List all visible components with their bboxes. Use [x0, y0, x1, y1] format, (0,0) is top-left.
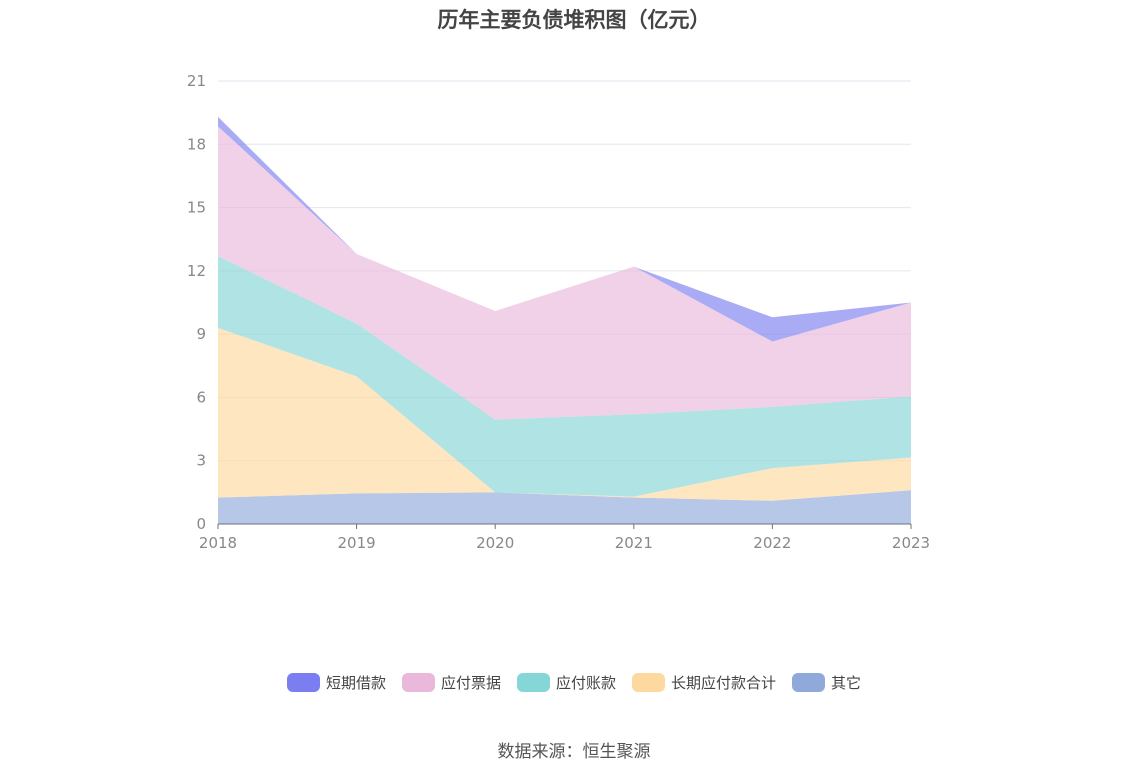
area-短期借款	[218, 116, 911, 342]
y-tick-label: 6	[196, 388, 206, 406]
x-tick-label: 2021	[615, 534, 653, 552]
legend-item[interactable]: 应付票据	[401, 672, 501, 693]
legend-swatch	[401, 673, 435, 692]
legend-swatch	[632, 673, 665, 692]
x-tick-label: 2020	[476, 534, 514, 552]
y-tick-label: 18	[187, 135, 206, 153]
legend-item[interactable]: 短期借款	[286, 672, 386, 693]
legend-swatch	[792, 673, 826, 692]
y-tick-label: 9	[196, 325, 206, 343]
legend-item[interactable]: 长期应付款合计	[632, 672, 776, 693]
legend-swatch	[286, 673, 320, 692]
legend-label: 应付票据	[440, 674, 501, 692]
area-应付票据	[218, 126, 911, 420]
area-series	[218, 116, 911, 524]
x-tick-label: 2023	[892, 534, 930, 552]
legend-item[interactable]: 应付账款	[516, 672, 616, 693]
legend: 短期借款 应付票据 应付账款 长期应付款合计 其它	[0, 672, 1148, 693]
y-tick-label: 12	[187, 262, 206, 280]
x-tick-label: 2022	[753, 534, 791, 552]
legend-label: 其它	[831, 674, 862, 692]
y-tick-label: 3	[196, 452, 206, 470]
chart-title: 历年主要负债堆积图（亿元）	[437, 8, 711, 32]
area-应付账款	[218, 256, 911, 497]
area-其它	[218, 490, 911, 524]
y-tick-label: 15	[187, 199, 206, 217]
legend-item[interactable]: 其它	[792, 672, 861, 693]
axes: 0 3 6 9 12 15 18 21 2018 2019 2020 2021 2022 2023	[187, 72, 930, 552]
stacked-area-chart: 0 3 6 9 12 15 18 21 2018 2019 2020 2021 2022 2023	[187, 72, 930, 552]
legend-label: 长期应付款合计	[671, 674, 777, 692]
source-text: 数据来源：恒生聚源	[497, 742, 651, 762]
y-tick-label: 21	[187, 72, 206, 90]
x-tick-label: 2018	[199, 534, 237, 552]
legend-swatch	[516, 673, 550, 692]
area-长期应付款合计	[218, 327, 911, 501]
legend-label: 应付账款	[555, 674, 616, 692]
legend-label: 短期借款	[325, 674, 386, 692]
y-tick-label: 0	[196, 515, 206, 533]
x-tick-label: 2019	[338, 534, 376, 552]
